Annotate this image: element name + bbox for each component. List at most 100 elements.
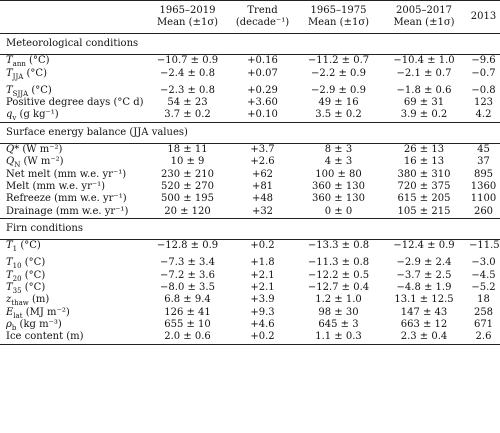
table-row: Net melt (mm w.e. yr⁻¹) 230 ± 210 +62 100 ±… xyxy=(0,169,500,181)
cell-value: 1360 xyxy=(470,180,497,192)
cell-value: 360 ± 130 xyxy=(312,193,365,205)
cell-value: 147 ± 43 xyxy=(400,306,448,318)
cell-value: −2.2 ± 0.9 xyxy=(311,67,366,79)
row-label: Tann (°C) xyxy=(0,54,146,68)
header-text: Trend (decade⁻¹) xyxy=(235,5,290,28)
cell-value: +48 xyxy=(251,193,274,205)
cell-value: +3.60 xyxy=(247,97,278,109)
row-label: T35 (°C) xyxy=(6,282,46,296)
cell-value: 3.7 ± 0.2 xyxy=(164,109,211,121)
cell-value: 230 ± 210 xyxy=(161,168,214,180)
header-mean-1965-1975: 1965–1975 Mean (±1σ) xyxy=(296,0,381,34)
cell-value: 126 ± 41 xyxy=(164,306,211,318)
header-mean-2005-2017: 2005–2017 Mean (±1σ) xyxy=(381,0,467,34)
cell-value: 1.2 ± 1.0 xyxy=(315,294,362,306)
cell-value: +2.1 xyxy=(250,269,275,281)
row-label: Positive degree days (°C d) xyxy=(6,97,144,109)
cell-value: 8 ± 3 xyxy=(296,143,381,157)
row-label: ρb (kg m⁻³) xyxy=(6,318,62,332)
cell-value: −7.2 ± 3.6 xyxy=(160,269,215,281)
cell-value: 69 ± 31 xyxy=(403,97,445,109)
cell-value: +1.8 xyxy=(250,257,275,269)
table-row: Refreeze (mm w.e. yr⁻¹) 500 ± 195 +48 360 ±… xyxy=(0,193,500,205)
header-text: 2005–2017 Mean (±1σ) xyxy=(393,5,455,28)
cell-value: +0.07 xyxy=(247,67,278,79)
cell-value: 260 xyxy=(473,205,494,217)
table-row: Q* (W m⁻²) 18 ± 11 +3.7 8 ± 3 26 ± 13 45 xyxy=(0,143,500,157)
cell-value: 663 ± 12 xyxy=(400,318,448,330)
header-trend: Trend (decade⁻¹) xyxy=(229,0,296,34)
cell-value: 2.6 xyxy=(467,331,500,345)
table-row: Ice content (m) 2.0 ± 0.6 +0.2 1.1 ± 0.3 2.3… xyxy=(0,331,500,345)
table-row: T20 (°C) −7.2 ± 3.6 +2.1 −12.2 ± 0.5 −3.7 ± … xyxy=(0,269,500,283)
cell-value: +0.2 xyxy=(229,331,296,345)
cell-value: +32 xyxy=(251,205,274,217)
cell-value: 6.8 ± 9.4 xyxy=(164,294,211,306)
table-row: T10 (°C) −7.3 ± 3.4 +1.8 −11.3 ± 0.8 −2.9 ± … xyxy=(0,252,500,270)
cell-value: +0.16 xyxy=(229,54,296,68)
cell-value: 258 xyxy=(473,306,494,318)
header-text: 2013 xyxy=(470,11,497,22)
cell-value: +0.29 xyxy=(247,84,278,96)
cell-value: 45 xyxy=(467,143,500,157)
table-header: 1965–2019 Mean (±1σ) Trend (decade⁻¹) 1965… xyxy=(0,0,500,34)
cell-value: −10.7 ± 0.9 xyxy=(146,54,229,68)
cell-value: 4.2 xyxy=(475,109,492,121)
table-row: qv (g kg⁻¹) 3.7 ± 0.2 +0.10 3.5 ± 0.2 3.9 ± … xyxy=(0,109,500,122)
row-label: Drainage (mm w.e. yr⁻¹) xyxy=(6,205,129,217)
row-label: Elat (MJ m⁻²) xyxy=(6,306,70,320)
cell-value: 500 ± 195 xyxy=(161,193,214,205)
cell-value: +0.2 xyxy=(229,239,296,253)
section-title: Firn conditions xyxy=(0,217,500,240)
section-row: Meteorological conditions xyxy=(0,32,500,55)
section-row: Firn conditions xyxy=(0,217,500,240)
cell-value: 18 ± 11 xyxy=(146,143,229,157)
section-row: Surface energy balance (JJA values) xyxy=(0,121,500,144)
table-row: Elat (MJ m⁻²) 126 ± 41 +9.3 98 ± 30 147 ± 43… xyxy=(0,306,500,320)
cell-value: 4 ± 3 xyxy=(324,156,353,168)
cell-value: −2.9 ± 2.4 xyxy=(396,257,452,269)
table-row: TSJJA (°C) −2.3 ± 0.8 +0.29 −2.9 ± 0.9 −1.8 … xyxy=(0,80,500,98)
cell-value: 3.9 ± 0.2 xyxy=(400,109,448,121)
cell-value: +0.10 xyxy=(247,109,278,121)
row-label: Ice content (m) xyxy=(0,331,146,345)
cell-value: 520 ± 270 xyxy=(161,180,214,192)
header-2013: 2013 xyxy=(467,0,500,34)
cell-value: 20 ± 120 xyxy=(164,205,211,217)
header-text: 1965–1975 Mean (±1σ) xyxy=(307,5,370,28)
cell-value: −10.4 ± 1.0 xyxy=(381,54,467,68)
cell-value: −0.7 xyxy=(471,67,496,79)
row-label: Q* (W m⁻²) xyxy=(0,143,146,157)
table-row: Drainage (mm w.e. yr⁻¹) 20 ± 120 +32 0 ± 0 1… xyxy=(0,206,500,219)
cell-value: 655 ± 10 xyxy=(164,318,211,330)
cell-value: +4.6 xyxy=(250,318,275,330)
cell-value: −13.3 ± 0.8 xyxy=(296,239,381,253)
cell-value: 13.1 ± 12.5 xyxy=(394,294,454,306)
table-row: Tann (°C) −10.7 ± 0.9 +0.16 −11.2 ± 0.7 −10.… xyxy=(0,54,500,68)
cell-value: −2.9 ± 0.9 xyxy=(311,84,366,96)
cell-value: 3.5 ± 0.2 xyxy=(315,109,362,121)
cell-value: −11.2 ± 0.7 xyxy=(296,54,381,68)
table-row: T35 (°C) −8.0 ± 3.5 +2.1 −12.7 ± 0.4 −4.8 ± … xyxy=(0,282,500,296)
cell-value: −7.3 ± 3.4 xyxy=(160,257,215,269)
cell-value: −12.8 ± 0.9 xyxy=(146,239,229,253)
cell-value: 16 ± 13 xyxy=(403,156,445,168)
cell-value: −1.8 ± 0.6 xyxy=(396,84,452,96)
cell-value: 2.0 ± 0.6 xyxy=(146,331,229,345)
cell-value: −8.0 ± 3.5 xyxy=(160,282,215,294)
header-text: 1965–2019 Mean (±1σ) xyxy=(156,5,219,28)
cell-value: −11.3 ± 0.8 xyxy=(307,257,370,269)
cell-value: +62 xyxy=(251,168,274,180)
cell-value: 105 ± 215 xyxy=(397,205,451,217)
table-row: ρb (kg m⁻³) 655 ± 10 +4.6 645 ± 3 663 ± 12 67… xyxy=(0,318,500,332)
cell-value: 100 ± 80 xyxy=(315,168,362,180)
table-body: Meteorological conditions Tann (°C) −10.7 … xyxy=(0,32,500,345)
cell-value: 895 xyxy=(473,168,494,180)
section-title: Surface energy balance (JJA values) xyxy=(0,121,500,144)
cell-value: −4.5 xyxy=(471,269,496,281)
cell-value: 720 ± 375 xyxy=(397,180,451,192)
cell-value: +9.3 xyxy=(250,306,275,318)
row-label: Melt (mm w.e. yr⁻¹) xyxy=(6,180,106,192)
cell-value: −0.8 xyxy=(471,84,496,96)
row-label: QN (W m⁻²) xyxy=(6,156,64,170)
